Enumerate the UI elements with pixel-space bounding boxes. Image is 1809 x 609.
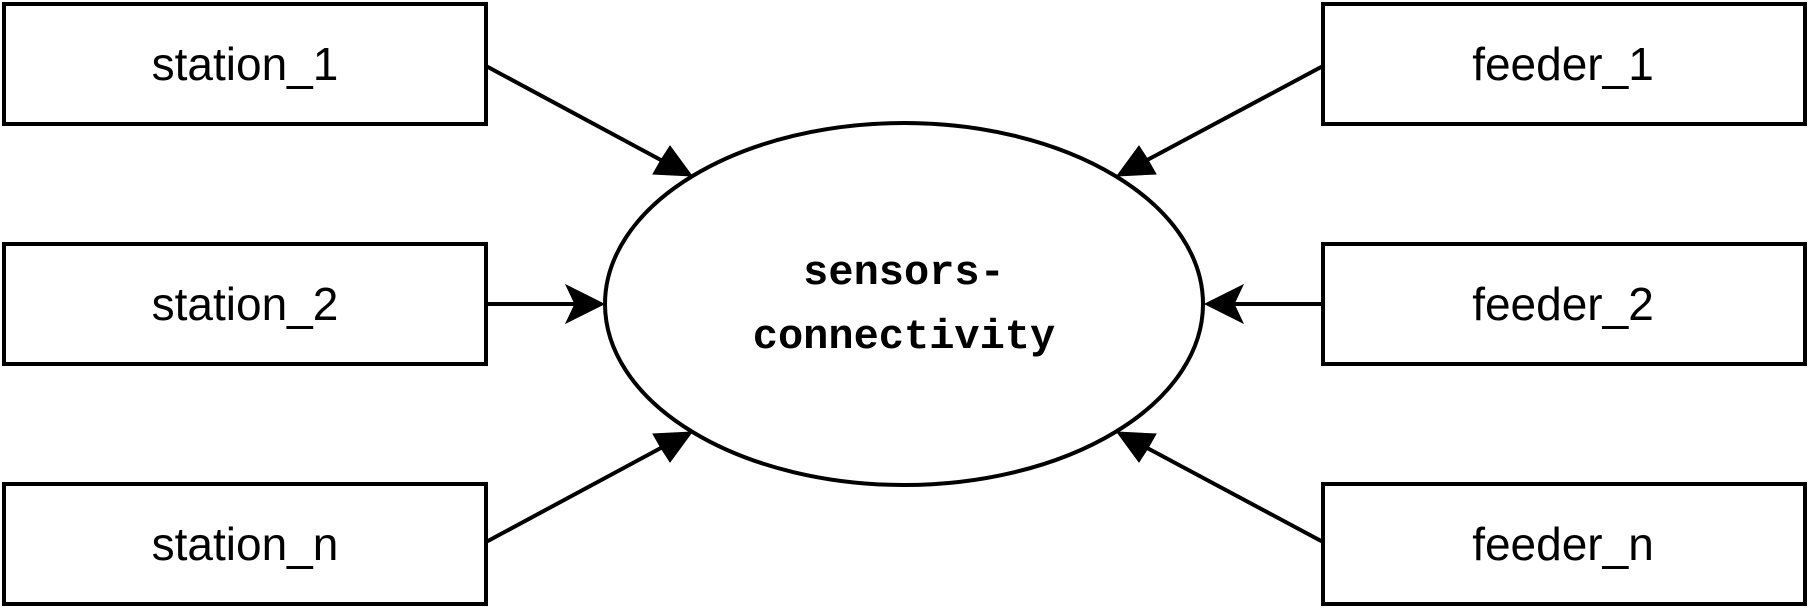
station-2-node: station_2	[2, 242, 488, 366]
station-1-label: station_1	[152, 38, 339, 90]
feeder-n-node: feeder_n	[1321, 482, 1807, 606]
hub-node: sensors- connectivity	[603, 121, 1205, 487]
edges	[485, 64, 1324, 544]
arrow-head-station-1	[652, 145, 694, 177]
feeder-1-node: feeder_1	[1321, 2, 1807, 126]
edge-station-1-to-hub	[485, 64, 673, 168]
hub-ellipse	[603, 121, 1205, 487]
feeder-1-label: feeder_1	[1472, 38, 1654, 90]
edge-station-n-to-hub	[485, 440, 673, 544]
station-1-box	[2, 2, 488, 126]
feeder-2-node: feeder_2	[1321, 242, 1807, 366]
feeder-1-box	[1321, 2, 1807, 126]
hub-label-line2: connectivity	[753, 313, 1055, 361]
arrow-head-feeder-2	[1203, 283, 1245, 325]
feeder-n-box	[1321, 482, 1807, 606]
edge-feeder-n-to-hub	[1135, 440, 1324, 544]
edge-feeder-1-to-hub	[1135, 64, 1324, 168]
station-nodes: station_1 station_2 station_n	[2, 2, 488, 606]
station-n-label: station_n	[152, 518, 339, 570]
station-n-box	[2, 482, 488, 606]
arrow-head-station-2	[564, 283, 606, 325]
feeder-nodes: feeder_1 feeder_2 feeder_n	[1321, 2, 1807, 606]
feeder-n-label: feeder_n	[1472, 518, 1654, 570]
arrow-heads	[564, 145, 1245, 463]
arrow-head-feeder-n	[1115, 431, 1157, 463]
station-2-box	[2, 242, 488, 366]
station-1-node: station_1	[2, 2, 488, 126]
station-2-label: station_2	[152, 278, 339, 330]
arrow-head-feeder-1	[1115, 145, 1157, 177]
arrow-head-station-n	[652, 431, 694, 463]
station-n-node: station_n	[2, 482, 488, 606]
feeder-2-box	[1321, 242, 1807, 366]
feeder-2-label: feeder_2	[1472, 278, 1654, 330]
hub-label-line1: sensors-	[803, 249, 1005, 297]
